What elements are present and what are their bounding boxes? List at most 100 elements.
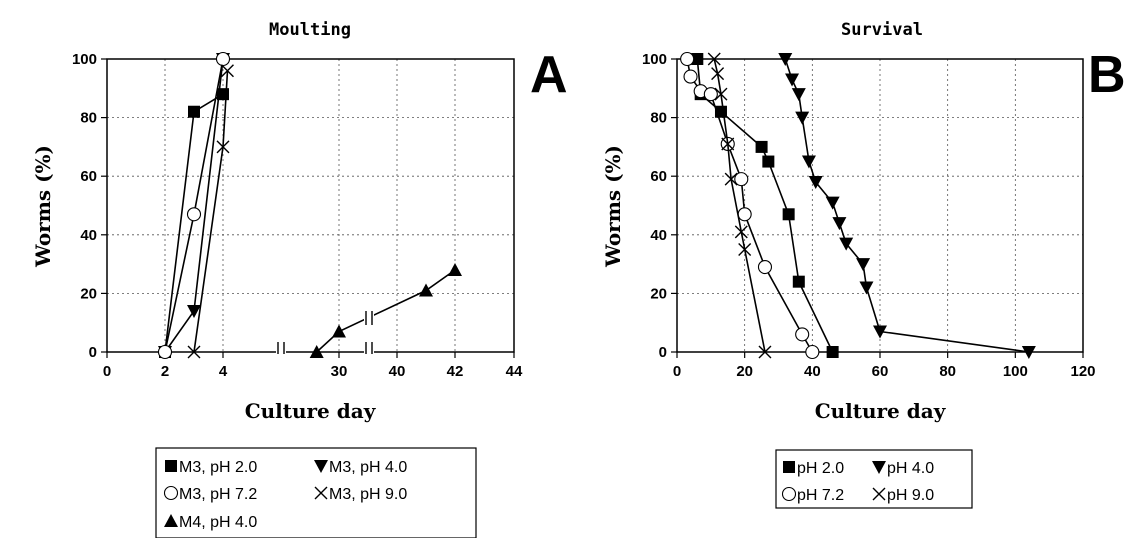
chart-b-title: Survival (841, 20, 923, 40)
legend-a: M3, pH 2.0 M3, pH 4.0 M3, pH 7.2 M3, pH 9.0… (155, 447, 477, 539)
chart-b: Survival 0 20 40 60 80 100 120 0 20 40 60 80 100 Cul… (601, 20, 1126, 423)
chart-a-ylabel: Worms (%) (31, 145, 55, 268)
axis-break-gap (364, 342, 374, 354)
data-point (792, 275, 805, 288)
legend-label: M3, pH 7.2 (179, 486, 257, 503)
x-tick-label: 0 (673, 363, 681, 380)
legend-item: pH 2.0 (783, 460, 844, 477)
data-point (1021, 346, 1036, 359)
legend-item: M3, pH 2.0 (165, 459, 257, 476)
data-point (808, 176, 823, 190)
series-m4-ph-4-0 (309, 262, 462, 358)
data-point (795, 327, 810, 342)
data-point (782, 208, 795, 221)
chart-a-grid (107, 59, 514, 352)
y-tick-label: 20 (650, 285, 667, 302)
legend-item: pH 9.0 (872, 487, 934, 504)
data-point (737, 207, 752, 222)
y-tick-label: 40 (650, 227, 667, 244)
legend-item: M3, pH 4.0 (314, 459, 407, 476)
data-point (724, 172, 738, 186)
x-tick-label: 30 (331, 363, 348, 380)
data-point (839, 237, 854, 251)
data-point (734, 172, 749, 187)
legend-marker (163, 485, 179, 501)
legend-marker (783, 461, 795, 473)
data-point (419, 283, 433, 297)
chart-a: Moulting 0 2 4 30 40 42 44 0 20 40 60 80 100 Culture… (31, 20, 568, 423)
series-ph-9-0 (707, 52, 772, 359)
data-point (755, 140, 768, 153)
legend-b: pH 2.0 pH 4.0 pH 7.2 pH 9.0 (775, 449, 973, 509)
series-ph-4-0 (778, 53, 1036, 359)
data-point (791, 88, 806, 102)
data-point (187, 345, 201, 359)
data-point (309, 345, 324, 358)
legend-item: M4, pH 4.0 (164, 514, 257, 531)
data-point (801, 155, 816, 169)
series-line (686, 58, 813, 353)
chart-a-title: Moulting (269, 20, 351, 40)
legend-marker (164, 514, 178, 527)
data-point (762, 155, 775, 168)
axis-break-gap (276, 342, 286, 354)
x-tick-label: 120 (1070, 363, 1095, 380)
data-point (711, 67, 725, 81)
chart-a-xlabel: Culture day (245, 399, 377, 423)
chart-b-xlabel: Culture day (815, 399, 947, 423)
x-tick-label: 20 (736, 363, 753, 380)
legend-item: M3, pH 7.2 (163, 485, 257, 503)
legend-label: pH 7.2 (797, 487, 844, 504)
data-point (826, 346, 839, 358)
legend-marker (872, 487, 886, 501)
data-point (187, 304, 201, 318)
y-tick-label: 80 (650, 110, 667, 127)
legend-item: M3, pH 9.0 (314, 486, 407, 503)
axis-break-gap (364, 311, 374, 325)
series-m3-ph-9-0 (187, 64, 234, 359)
data-point (825, 196, 840, 210)
data-point (758, 345, 772, 359)
y-tick-label: 0 (89, 344, 97, 361)
data-point (216, 140, 230, 154)
series-m3-ph-7-2 (157, 51, 231, 360)
panel-a-letter: A (530, 46, 568, 104)
data-point (795, 111, 810, 125)
chart-a-series (157, 51, 462, 360)
chart-a-plot-area (106, 58, 515, 353)
legend-label: M4, pH 4.0 (179, 514, 257, 531)
data-point (859, 281, 874, 295)
data-point (734, 225, 748, 239)
y-tick-label: 20 (80, 285, 97, 302)
x-tick-label: 0 (103, 363, 111, 380)
chart-a-axis-breaks (276, 311, 374, 354)
y-tick-label: 60 (650, 168, 667, 185)
y-tick-label: 80 (80, 110, 97, 127)
legend-marker (314, 486, 328, 500)
legend-label: M3, pH 9.0 (329, 486, 407, 503)
data-point (856, 258, 871, 272)
data-point (680, 51, 695, 67)
legend-marker (872, 461, 886, 474)
x-tick-label: 44 (506, 363, 523, 380)
x-tick-label: 40 (389, 363, 406, 380)
x-tick-label: 80 (939, 363, 956, 380)
y-tick-label: 40 (80, 227, 97, 244)
data-point (805, 344, 820, 360)
data-point (778, 53, 793, 66)
legend-label: M3, pH 4.0 (329, 459, 407, 476)
series-line (713, 58, 766, 353)
y-tick-label: 100 (642, 51, 667, 68)
data-point (220, 64, 234, 78)
data-point (721, 137, 735, 151)
x-tick-label: 42 (447, 363, 464, 380)
legend-marker (165, 460, 177, 472)
legend-item: pH 4.0 (872, 460, 934, 477)
legend-label: pH 9.0 (887, 487, 934, 504)
series-line (784, 58, 1030, 353)
panel-b-letter: B (1088, 46, 1126, 104)
x-tick-label: 2 (161, 363, 169, 380)
data-point (738, 242, 752, 256)
legend-label: pH 2.0 (797, 460, 844, 477)
